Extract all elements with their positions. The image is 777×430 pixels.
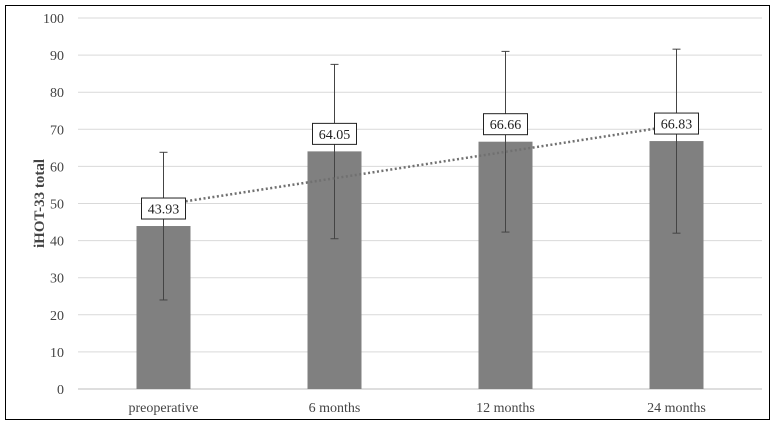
y-tick-label: 0 <box>57 383 64 398</box>
x-tick-label: 24 months <box>647 401 706 416</box>
data-label-box <box>654 112 699 135</box>
data-label-box <box>141 197 186 220</box>
y-tick-label: 50 <box>50 198 64 213</box>
data-label: 66.83 <box>661 118 693 133</box>
x-tick-label: 12 months <box>476 401 535 416</box>
data-label: 43.93 <box>148 203 180 218</box>
trendline-line <box>163 124 677 206</box>
y-tick-label: 60 <box>50 160 64 175</box>
data-labels: 43.93 64.05 66.66 66.83 <box>141 112 699 220</box>
y-tick-label: 20 <box>50 309 64 324</box>
y-tick-label: 30 <box>50 272 64 287</box>
y-tick-label: 80 <box>50 86 64 101</box>
gridlines <box>78 17 762 390</box>
y-tick-label: 10 <box>50 346 64 361</box>
data-label-box <box>483 113 528 136</box>
y-tick-label: 100 <box>43 12 64 27</box>
y-tick-label: 40 <box>50 235 64 250</box>
y-axis-ticks: 0 10 20 30 40 50 60 70 80 90 100 <box>43 12 64 398</box>
x-tick-label: 6 months <box>309 401 361 416</box>
data-label: 66.66 <box>490 118 522 133</box>
x-tick-label: preoperative <box>129 401 199 416</box>
y-axis-label: iHOT-33 total <box>32 159 48 248</box>
data-label-box <box>312 122 357 145</box>
y-tick-label: 70 <box>50 123 64 138</box>
data-label: 64.05 <box>319 128 351 143</box>
y-tick-label: 90 <box>50 49 64 64</box>
x-axis-ticks: preoperative 6 months 12 months 24 months <box>129 401 706 416</box>
chart-frame <box>5 5 770 420</box>
error-bars <box>159 48 681 301</box>
trendline <box>163 124 677 206</box>
